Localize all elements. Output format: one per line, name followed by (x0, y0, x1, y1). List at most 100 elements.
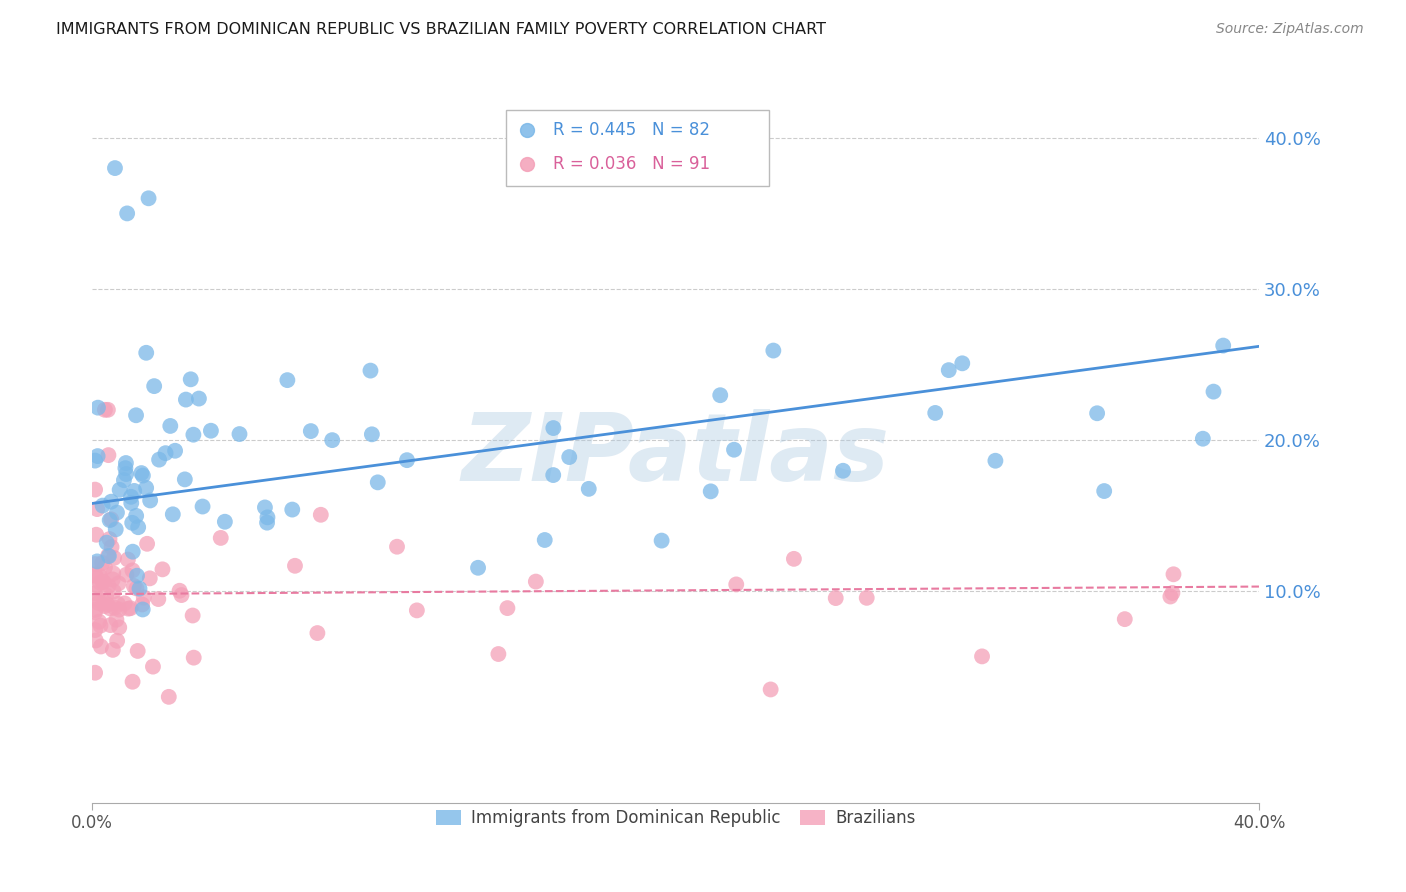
Point (135, 481, 157, 495)
Point (108, 483, 131, 497)
Point (94, 560, 117, 574)
Point (276, 373, 298, 387)
Point (395, 453, 418, 467)
Point (121, 516, 143, 530)
Point (122, 483, 145, 498)
Point (1202, 384, 1225, 399)
Point (191, 500, 214, 514)
Point (115, 567, 138, 582)
Text: Source: ZipAtlas.com: Source: ZipAtlas.com (1216, 22, 1364, 37)
Point (938, 363, 960, 377)
Point (114, 596, 136, 610)
Point (832, 464, 855, 478)
Point (405, 603, 427, 617)
Point (84, 605, 107, 619)
Point (132, 591, 155, 605)
Point (108, 620, 131, 634)
Point (1092, 484, 1115, 499)
Point (173, 472, 195, 486)
Point (181, 608, 204, 623)
Point (86, 554, 108, 568)
Point (360, 427, 382, 442)
Point (699, 484, 721, 499)
Text: R = 0.036   N = 91: R = 0.036 N = 91 (553, 155, 710, 173)
Point (309, 508, 332, 522)
Point (541, 468, 564, 483)
Point (256, 516, 278, 530)
Point (183, 650, 205, 665)
Point (96, 535, 118, 549)
Point (467, 561, 489, 575)
Point (120, 496, 142, 510)
Point (132, 468, 155, 483)
Point (723, 442, 745, 457)
Point (87, 615, 110, 629)
Point (105, 613, 128, 627)
Point (228, 427, 250, 442)
Point (135, 346, 157, 360)
Point (97, 579, 120, 593)
Point (84, 453, 107, 467)
Point (950, 356, 973, 370)
Point (100, 512, 122, 526)
Point (84, 568, 107, 582)
Point (139, 493, 162, 508)
Point (127, 644, 149, 658)
Point (100, 494, 122, 508)
Point (84, 623, 107, 637)
Point (180, 372, 202, 386)
Point (84, 633, 107, 648)
Point (125, 508, 148, 523)
Point (107, 597, 129, 611)
Point (558, 450, 581, 464)
Point (125, 568, 148, 582)
Point (1161, 586, 1184, 600)
Point (214, 515, 236, 529)
FancyBboxPatch shape (506, 110, 769, 186)
Point (543, 421, 565, 435)
Point (924, 406, 946, 420)
Point (321, 433, 343, 447)
Point (91, 574, 114, 589)
Point (103, 550, 125, 565)
Point (139, 571, 162, 585)
Point (157, 690, 180, 704)
Point (169, 583, 191, 598)
Point (984, 454, 1007, 468)
Point (103, 566, 125, 581)
Point (125, 409, 148, 423)
Point (159, 419, 181, 434)
Point (284, 558, 307, 573)
Point (97, 549, 120, 563)
Point (87, 401, 110, 415)
Point (89, 569, 111, 583)
Point (98, 532, 121, 546)
Point (104, 161, 127, 175)
Point (96, 597, 118, 611)
Point (100, 618, 122, 632)
Point (155, 446, 177, 460)
Point (131, 602, 153, 616)
Point (115, 467, 138, 481)
Text: IMMIGRANTS FROM DOMINICAN REPUBLIC VS BRAZILIAN FAMILY POVERTY CORRELATION CHART: IMMIGRANTS FROM DOMINICAN REPUBLIC VS BR… (56, 22, 827, 37)
Point (120, 490, 142, 504)
Point (762, 343, 785, 358)
Point (115, 206, 138, 220)
Point (104, 600, 127, 615)
Point (97, 402, 120, 417)
Point (142, 659, 165, 673)
Point (136, 537, 159, 551)
Point (91, 556, 114, 570)
Point (91, 499, 114, 513)
Point (148, 592, 170, 607)
Point (970, 649, 993, 664)
Point (98, 601, 121, 615)
Point (162, 508, 184, 522)
Point (359, 363, 381, 377)
Point (121, 674, 143, 689)
Text: R = 0.445   N = 82: R = 0.445 N = 82 (553, 121, 710, 139)
Point (107, 576, 129, 591)
Point (759, 682, 782, 697)
Point (709, 388, 731, 402)
Point (89, 575, 111, 590)
